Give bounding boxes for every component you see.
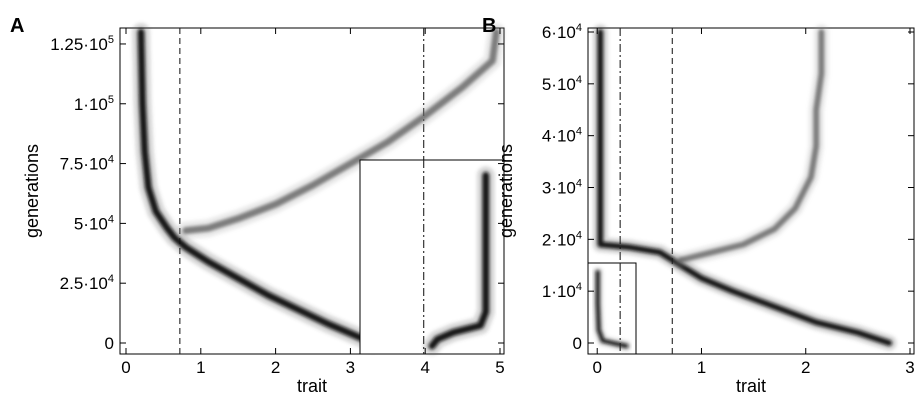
x-tick-label: 1 — [697, 358, 706, 377]
x-tick-label: 5 — [495, 358, 504, 377]
panel-a: 0 1 2 3 4 502.5·1045·1047.5·1041·1051.25·105t… — [10, 15, 506, 396]
y-tick-label-exponent: 4 — [576, 74, 582, 86]
y-tick-label-base: 6·10 — [542, 23, 576, 42]
y-tick-label-exponent: 4 — [108, 154, 114, 166]
y-tick-label-base: 1·10 — [542, 282, 576, 301]
y-axis-title: generations — [22, 144, 42, 238]
y-tick-label-exponent: 4 — [108, 273, 114, 285]
y-tick-label-exponent: 5 — [108, 34, 114, 46]
y-tick-label-base: 3·10 — [542, 179, 576, 198]
y-tick-label: 1·105 — [74, 94, 114, 114]
x-axis-title: trait — [736, 376, 766, 396]
plot-frame — [587, 27, 915, 355]
inset-density-band-0 — [595, 270, 629, 348]
x-tick-label: 2 — [271, 358, 280, 377]
y-tick-label: 7.5·104 — [60, 154, 114, 174]
trait-density-band-1 — [677, 29, 825, 264]
y-tick-label-exponent: 4 — [576, 229, 582, 241]
x-axis-title: trait — [297, 376, 327, 396]
y-tick-label-base: 5·10 — [74, 214, 108, 233]
trait-density-halo-0 — [131, 22, 382, 353]
y-tick-label-base: 2.5·10 — [60, 274, 108, 293]
y-tick-label-base: 1·10 — [74, 95, 108, 114]
y-tick-label-base: 2·10 — [542, 230, 576, 249]
y-tick-label-exponent: 4 — [576, 178, 582, 190]
y-tick-label-exponent: 4 — [108, 213, 114, 225]
y-tick-label: 0 — [105, 334, 114, 353]
trait-density-halo-1 — [672, 24, 830, 268]
y-tick-label-base: 1.25·10 — [50, 35, 108, 54]
y-tick-label: 0 — [573, 334, 582, 353]
y-tick-label-exponent: 4 — [576, 281, 582, 293]
y-tick-label: 6·104 — [542, 22, 582, 42]
panel-b: 0 1 2 301·1042·1043·1044·1045·1046·104trait… — [482, 15, 915, 396]
y-tick-label-exponent: 4 — [576, 22, 582, 34]
x-tick-label: 0 — [121, 358, 130, 377]
y-tick-label: 1.25·105 — [50, 34, 114, 54]
trait-density-band-0 — [597, 29, 893, 346]
y-tick-label: 2.5·104 — [60, 273, 114, 293]
trait-density-band-1 — [182, 28, 500, 235]
panel-letter: B — [482, 15, 496, 37]
trait-density-band-0 — [137, 28, 377, 347]
y-tick-label: 5·104 — [74, 213, 114, 233]
y-tick-label-exponent: 4 — [576, 126, 582, 138]
y-tick-label-base: 5·10 — [542, 75, 576, 94]
panel-letter: A — [10, 15, 24, 37]
y-tick-label: 5·104 — [542, 74, 582, 94]
x-tick-label: 4 — [420, 358, 429, 377]
y-axis-title: generations — [496, 144, 516, 238]
y-tick-label: 3·104 — [542, 178, 582, 198]
y-tick-label: 4·104 — [542, 126, 582, 146]
inset-density-band-0 — [428, 171, 490, 350]
y-tick-label: 1·104 — [542, 281, 582, 301]
x-tick-label: 3 — [346, 358, 355, 377]
y-tick-label-base: 7.5·10 — [60, 155, 108, 174]
y-tick-label-base: 4·10 — [542, 127, 576, 146]
x-tick-label: 3 — [905, 358, 914, 377]
y-tick-label: 2·104 — [542, 229, 582, 249]
x-tick-label: 1 — [196, 358, 205, 377]
x-tick-label: 2 — [801, 358, 810, 377]
y-tick-label-exponent: 5 — [108, 94, 114, 106]
x-tick-label: 0 — [592, 358, 601, 377]
